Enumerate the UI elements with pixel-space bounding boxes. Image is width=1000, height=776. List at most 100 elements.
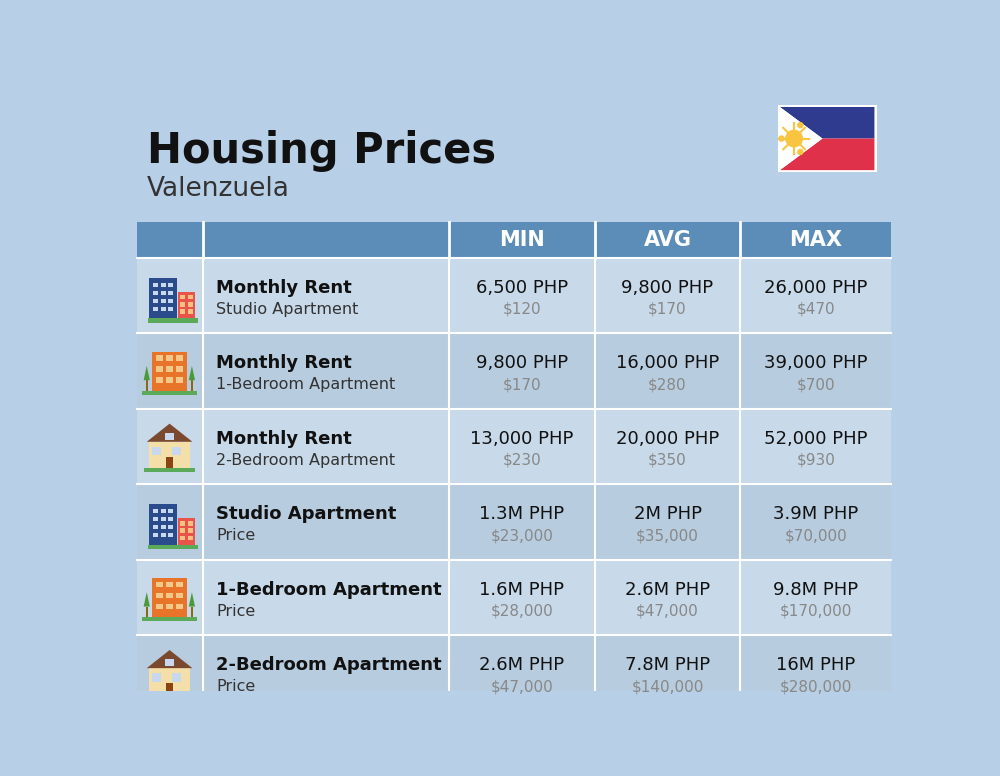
Polygon shape — [780, 107, 822, 170]
FancyBboxPatch shape — [180, 295, 185, 300]
FancyBboxPatch shape — [156, 366, 163, 372]
FancyBboxPatch shape — [740, 223, 891, 258]
FancyBboxPatch shape — [178, 518, 195, 545]
Text: Valenzuela: Valenzuela — [147, 176, 290, 203]
Text: 9.8M PHP: 9.8M PHP — [773, 580, 858, 599]
FancyBboxPatch shape — [180, 535, 185, 540]
Text: 2-Bedroom Apartment: 2-Bedroom Apartment — [216, 656, 442, 674]
FancyBboxPatch shape — [188, 528, 193, 533]
Text: $28,000: $28,000 — [490, 604, 553, 618]
FancyBboxPatch shape — [144, 695, 195, 698]
Text: $120: $120 — [502, 302, 541, 317]
Text: $47,000: $47,000 — [490, 679, 553, 695]
Text: Studio Apartment: Studio Apartment — [216, 302, 359, 317]
Text: Price: Price — [216, 604, 256, 618]
Text: $170: $170 — [648, 302, 687, 317]
FancyBboxPatch shape — [156, 355, 163, 361]
FancyBboxPatch shape — [137, 223, 202, 258]
Text: 26,000 PHP: 26,000 PHP — [764, 279, 868, 297]
FancyBboxPatch shape — [176, 355, 183, 361]
FancyBboxPatch shape — [168, 517, 173, 521]
FancyBboxPatch shape — [188, 521, 193, 525]
FancyBboxPatch shape — [137, 334, 891, 409]
FancyBboxPatch shape — [165, 659, 174, 667]
FancyBboxPatch shape — [176, 377, 183, 383]
FancyBboxPatch shape — [161, 509, 166, 513]
Text: $170,000: $170,000 — [780, 604, 852, 618]
Text: 2-Bedroom Apartment: 2-Bedroom Apartment — [216, 453, 396, 468]
Text: $930: $930 — [796, 453, 835, 468]
FancyBboxPatch shape — [176, 366, 183, 372]
FancyBboxPatch shape — [137, 258, 891, 334]
Polygon shape — [147, 650, 192, 668]
Text: Monthly Rent: Monthly Rent — [216, 430, 352, 448]
FancyBboxPatch shape — [172, 674, 181, 682]
Text: $700: $700 — [797, 377, 835, 393]
Text: MIN: MIN — [499, 230, 545, 250]
FancyBboxPatch shape — [191, 380, 193, 390]
FancyBboxPatch shape — [166, 377, 173, 383]
FancyBboxPatch shape — [148, 318, 198, 323]
FancyBboxPatch shape — [149, 278, 177, 318]
Text: $470: $470 — [797, 302, 835, 317]
Text: 1-Bedroom Apartment: 1-Bedroom Apartment — [216, 580, 442, 599]
Polygon shape — [189, 592, 195, 607]
FancyBboxPatch shape — [161, 525, 166, 529]
Text: $170: $170 — [502, 377, 541, 393]
FancyBboxPatch shape — [153, 291, 158, 295]
FancyBboxPatch shape — [149, 504, 177, 545]
Text: 9,800 PHP: 9,800 PHP — [621, 279, 714, 297]
FancyBboxPatch shape — [166, 593, 173, 598]
FancyBboxPatch shape — [146, 380, 148, 390]
FancyBboxPatch shape — [152, 578, 187, 617]
FancyBboxPatch shape — [166, 582, 173, 587]
Text: 1-Bedroom Apartment: 1-Bedroom Apartment — [216, 377, 396, 393]
FancyBboxPatch shape — [156, 582, 163, 587]
Circle shape — [798, 150, 803, 154]
FancyBboxPatch shape — [202, 223, 449, 258]
FancyBboxPatch shape — [156, 604, 163, 609]
FancyBboxPatch shape — [168, 509, 173, 513]
FancyBboxPatch shape — [161, 517, 166, 521]
FancyBboxPatch shape — [148, 545, 198, 549]
FancyBboxPatch shape — [166, 355, 173, 361]
Text: $23,000: $23,000 — [490, 528, 553, 543]
FancyBboxPatch shape — [176, 593, 183, 598]
FancyBboxPatch shape — [161, 291, 166, 295]
FancyBboxPatch shape — [149, 668, 190, 695]
FancyBboxPatch shape — [156, 593, 163, 598]
Text: 7.8M PHP: 7.8M PHP — [625, 656, 710, 674]
Text: AVG: AVG — [644, 230, 692, 250]
FancyBboxPatch shape — [166, 684, 173, 695]
Text: 16,000 PHP: 16,000 PHP — [616, 355, 719, 372]
Text: $47,000: $47,000 — [636, 604, 699, 618]
FancyBboxPatch shape — [153, 299, 158, 303]
FancyBboxPatch shape — [152, 447, 161, 456]
Text: $35,000: $35,000 — [636, 528, 699, 543]
FancyBboxPatch shape — [168, 525, 173, 529]
FancyBboxPatch shape — [188, 310, 193, 314]
FancyBboxPatch shape — [153, 282, 158, 286]
FancyBboxPatch shape — [180, 528, 185, 533]
Text: MAX: MAX — [789, 230, 842, 250]
FancyBboxPatch shape — [188, 535, 193, 540]
Text: Monthly Rent: Monthly Rent — [216, 279, 352, 297]
Text: 2M PHP: 2M PHP — [634, 505, 702, 523]
Circle shape — [779, 136, 784, 141]
FancyBboxPatch shape — [188, 302, 193, 307]
FancyBboxPatch shape — [152, 352, 187, 390]
FancyBboxPatch shape — [188, 295, 193, 300]
FancyBboxPatch shape — [161, 307, 166, 311]
FancyBboxPatch shape — [152, 674, 161, 682]
FancyBboxPatch shape — [137, 484, 891, 559]
FancyBboxPatch shape — [168, 299, 173, 303]
FancyBboxPatch shape — [146, 607, 148, 617]
Text: 16M PHP: 16M PHP — [776, 656, 856, 674]
Text: Monthly Rent: Monthly Rent — [216, 355, 352, 372]
Text: Housing Prices: Housing Prices — [147, 130, 496, 172]
Text: 13,000 PHP: 13,000 PHP — [470, 430, 573, 448]
Polygon shape — [144, 365, 150, 380]
Polygon shape — [780, 107, 822, 170]
Text: $280: $280 — [648, 377, 687, 393]
FancyBboxPatch shape — [168, 291, 173, 295]
